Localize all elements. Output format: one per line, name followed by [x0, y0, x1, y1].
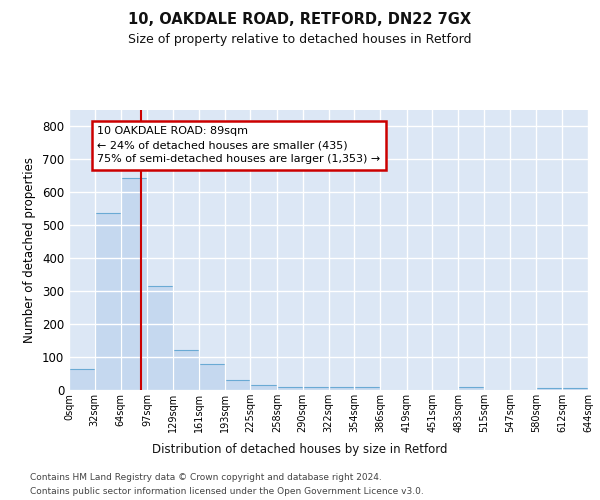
Bar	[458, 388, 484, 390]
Bar	[536, 388, 562, 390]
Text: Contains public sector information licensed under the Open Government Licence v3: Contains public sector information licen…	[30, 488, 424, 496]
Text: 10 OAKDALE ROAD: 89sqm
← 24% of detached houses are smaller (435)
75% of semi-de: 10 OAKDALE ROAD: 89sqm ← 24% of detached…	[97, 126, 380, 164]
Bar	[69, 368, 95, 390]
Bar	[95, 213, 121, 390]
Bar	[199, 364, 224, 390]
Bar	[562, 388, 588, 390]
Bar	[147, 286, 173, 390]
Text: Contains HM Land Registry data © Crown copyright and database right 2024.: Contains HM Land Registry data © Crown c…	[30, 472, 382, 482]
Bar	[354, 388, 380, 390]
Bar	[250, 385, 277, 390]
Bar	[303, 386, 329, 390]
Y-axis label: Number of detached properties: Number of detached properties	[23, 157, 37, 343]
Bar	[224, 380, 250, 390]
Bar	[121, 178, 147, 390]
Bar	[277, 386, 303, 390]
Bar	[329, 386, 354, 390]
Text: 10, OAKDALE ROAD, RETFORD, DN22 7GX: 10, OAKDALE ROAD, RETFORD, DN22 7GX	[128, 12, 472, 28]
Text: Size of property relative to detached houses in Retford: Size of property relative to detached ho…	[128, 32, 472, 46]
Text: Distribution of detached houses by size in Retford: Distribution of detached houses by size …	[152, 442, 448, 456]
Bar	[173, 350, 199, 390]
